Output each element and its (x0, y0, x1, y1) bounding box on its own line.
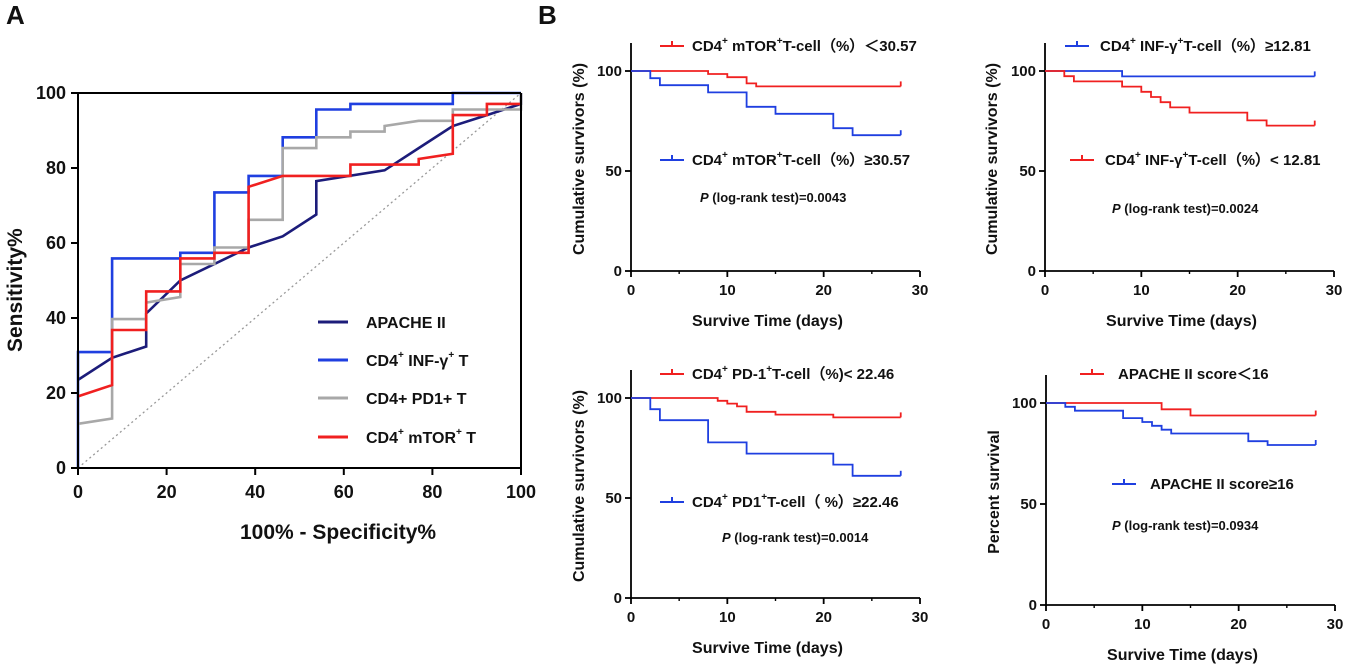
km4-legend-label-0: APACHE II score＜16 (1118, 366, 1269, 383)
km-chart-mtor: 0 10 20 30 0 50 100 Survive Time (days) Cumulati… (571, 36, 928, 330)
km4-y-label: Percent survival (986, 430, 1003, 554)
km4-y-tick-label-1: 50 (1020, 496, 1037, 513)
roc-x-tick-label-3: 60 (334, 482, 354, 502)
km3-x-tick-label-1: 10 (719, 609, 736, 626)
km4-x-tick-label-3: 30 (1327, 616, 1344, 633)
km4-x-label: Survive Time (days) (1107, 647, 1258, 664)
km-chart-inf: 0 10 20 30 0 50 100 Survive Time (days) Cumulati… (984, 36, 1342, 330)
km4-curve-0 (1046, 402, 1316, 417)
km1-y-tick-label-2: 100 (597, 63, 622, 80)
roc-legend-pd1: CD4+ PD1+ T (366, 391, 467, 408)
km1-x-tick-label-3: 30 (912, 282, 929, 299)
panel-letter-b: B (538, 0, 557, 30)
km2-legend-label-0: CD4+ INF-γ+T-cell（%）≥12.81 (1100, 36, 1311, 55)
roc-x-tick-label-1: 20 (157, 482, 177, 502)
km3-x-tick-label-2: 20 (815, 609, 832, 626)
km3-legend-label-1: CD4+ PD1+T-cell（ %）≥22.46 (692, 492, 899, 511)
km1-x-tick-label-1: 10 (719, 282, 736, 299)
km1-curve-1 (631, 70, 901, 137)
km4-legend-label-1: APACHE II score≥16 (1150, 476, 1294, 493)
km3-y-tick-label-0: 0 (614, 590, 622, 607)
km3-curve-0 (631, 397, 901, 419)
roc-curve-0 (77, 93, 523, 381)
km4-x-tick-label-1: 10 (1134, 616, 1151, 633)
km4-y-tick-label-2: 100 (1012, 395, 1037, 412)
roc-y-tick-label-4: 80 (46, 158, 66, 178)
km2-curve-0 (1045, 70, 1315, 78)
roc-x-label: 100% - Specificity% (240, 521, 436, 544)
km2-y-tick-label-0: 0 (1028, 263, 1036, 280)
km1-x-tick-label-2: 20 (815, 282, 832, 299)
km4-curve-1 (1046, 402, 1316, 446)
roc-x-tick-label-2: 40 (245, 482, 265, 502)
roc-legend: APACHE II CD4+ INF-γ+ T CD4+ PD1+ T CD4+… (318, 315, 476, 447)
km3-curve-1 (631, 397, 901, 477)
km2-x-tick-label-1: 10 (1133, 282, 1150, 299)
km3-legend-label-0: CD4+ PD-1+T-cell（%)< 22.46 (692, 364, 894, 383)
km4-pvalue: P (log-rank test)=0.0934 (1112, 518, 1259, 533)
km3-y-tick-label-2: 100 (597, 390, 622, 407)
roc-y-label: Sensitivity% (4, 228, 27, 352)
km3-y-tick-label-1: 50 (605, 490, 622, 507)
km3-pvalue: P (log-rank test)=0.0014 (722, 530, 869, 545)
km1-pvalue: P (log-rank test)=0.0043 (700, 190, 846, 205)
km2-y-label: Cumulative survivors (%) (984, 63, 1001, 255)
km1-x-label: Survive Time (days) (692, 313, 843, 330)
km3-y-label: Cumulative survivors (%) (571, 390, 588, 582)
roc-legend-mtor: CD4+ mTOR+ T (366, 427, 476, 447)
km4-x-tick-label-2: 20 (1230, 616, 1247, 633)
km3-x-tick-label-3: 30 (912, 609, 929, 626)
panel-letter-a: A (6, 0, 25, 30)
km-chart-pd1: 0 10 20 30 0 50 100 Survive Time (days) Cumulati… (571, 364, 928, 657)
km2-x-tick-label-2: 20 (1229, 282, 1246, 299)
roc-x-tick-label-5: 100 (506, 482, 536, 502)
km1-curve-0 (631, 70, 901, 88)
roc-y-tick-label-2: 40 (46, 308, 66, 328)
km1-y-tick-label-0: 0 (614, 263, 622, 280)
km2-x-tick-label-3: 30 (1326, 282, 1343, 299)
km2-y-tick-label-1: 50 (1019, 163, 1036, 180)
km4-x-tick-label-0: 0 (1042, 616, 1050, 633)
km4-y-tick-label-0: 0 (1029, 597, 1037, 614)
roc-reference-line (77, 92, 522, 469)
km1-y-tick-label-1: 50 (605, 163, 622, 180)
km3-x-tick-label-0: 0 (627, 609, 635, 626)
km2-legend-label-1: CD4+ INF-γ+T-cell（%）< 12.81 (1105, 150, 1321, 169)
km1-x-tick-label-0: 0 (627, 282, 635, 299)
roc-x-tick-label-0: 0 (73, 482, 83, 502)
km1-legend-label-0: CD4+ mTOR+T-cell（%）＜30.57 (692, 36, 917, 55)
km-chart-apache: 0 10 20 30 0 50 100 Survive Time (days) Percent … (986, 366, 1343, 664)
roc-legend-inf: CD4+ INF-γ+ T (366, 350, 469, 370)
roc-curve-1 (76, 91, 521, 468)
km2-y-tick-label-2: 100 (1011, 63, 1036, 80)
km1-y-label: Cumulative survivors (%) (571, 63, 588, 255)
roc-y-tick-label-5: 100 (36, 83, 66, 103)
roc-y-tick-label-0: 0 (56, 458, 66, 478)
roc-x-tick-label-4: 80 (422, 482, 442, 502)
roc-chart: 0 20 40 60 80 100 0 20 40 60 80 100 100% - Specific… (4, 83, 536, 544)
km2-x-tick-label-0: 0 (1041, 282, 1049, 299)
roc-y-tick-label-1: 20 (46, 383, 66, 403)
roc-legend-apache: APACHE II (366, 315, 446, 332)
km1-legend-label-1: CD4+ mTOR+T-cell（%）≥30.57 (692, 150, 910, 169)
km2-x-label: Survive Time (days) (1106, 313, 1257, 330)
roc-y-tick-label-3: 60 (46, 233, 66, 253)
km3-x-label: Survive Time (days) (692, 640, 843, 657)
km2-pvalue: P (log-rank test)=0.0024 (1112, 201, 1259, 216)
km2-curve-1 (1045, 70, 1315, 127)
roc-curve-3 (77, 102, 521, 398)
